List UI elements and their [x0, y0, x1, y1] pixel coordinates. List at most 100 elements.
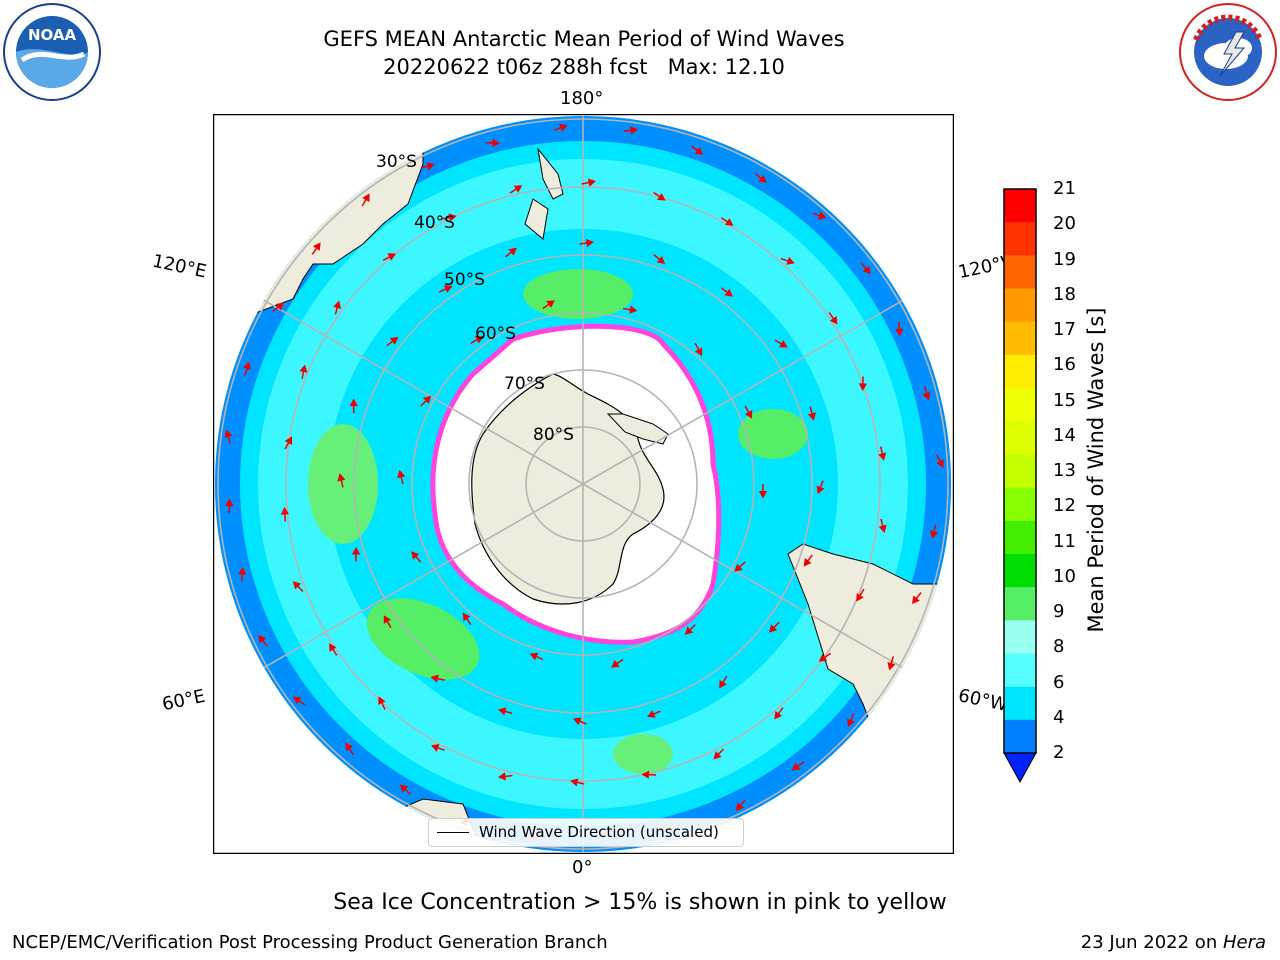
- wind-wave-arrowhead: [462, 612, 471, 622]
- wind-wave-arrowhead: [443, 285, 453, 293]
- longitude-label-0: 0°: [572, 857, 593, 878]
- colorbar-segment: [1004, 288, 1036, 323]
- wind-wave-arrowhead: [929, 530, 939, 539]
- colorbar-segment: [1004, 520, 1036, 555]
- colorbar-label: Mean Period of Wind Waves [s]: [1084, 307, 1108, 633]
- wind-wave-arrowhead: [713, 751, 722, 760]
- wind-wave-arrowhead: [497, 707, 507, 716]
- colorbar-tick-label: 21: [1053, 178, 1076, 199]
- sea-ice-note: Sea Ice Concentration > 15% is shown in …: [333, 890, 947, 915]
- wind-wave-arrowhead: [719, 680, 727, 689]
- colorbar-segment: [1004, 222, 1036, 256]
- wind-wave-arrowhead: [807, 412, 816, 421]
- footer-date: 23 Jun 2022 on Hera: [1080, 932, 1266, 953]
- wind-wave-arrowhead: [280, 506, 289, 515]
- wind-wave-arrowhead: [349, 398, 358, 407]
- colorbar-tick-label: 19: [1053, 248, 1076, 270]
- wind-wave-arrowhead: [724, 218, 734, 226]
- wind-wave-arrowhead: [847, 718, 855, 728]
- wind-wave-arrowhead: [878, 452, 887, 461]
- wind-wave-arrowhead: [362, 193, 370, 202]
- meridian-lines: [215, 116, 951, 852]
- colorbar-segment: [1004, 454, 1036, 489]
- colorbar-segment: [1004, 719, 1036, 754]
- colorbar-tick-label: 17: [1053, 319, 1076, 340]
- wind-wave-arrowhead: [829, 315, 838, 325]
- wind-wave-arrowhead: [292, 696, 302, 705]
- wind-wave-arrowhead: [399, 784, 409, 793]
- wind-wave-arrowhead: [744, 410, 753, 419]
- wave-period-patch: [308, 424, 378, 544]
- wind-wave-arrowhead: [758, 490, 768, 499]
- wind-wave-arrowhead: [492, 138, 501, 148]
- colorbar-segment: [1004, 255, 1036, 290]
- wind-wave-arrowhead: [735, 802, 744, 812]
- wind-wave-arrowhead: [862, 265, 871, 275]
- wind-wave-arrowhead: [816, 485, 825, 495]
- colorbar-segment: [1004, 189, 1036, 223]
- wind-wave-arrowhead: [243, 361, 251, 370]
- colorbar-tick-label: 8: [1053, 636, 1065, 658]
- wind-wave-arrowhead: [779, 340, 788, 348]
- longitude-label-120e: 120°E: [150, 250, 209, 283]
- colorbar-segment: [1004, 388, 1036, 422]
- colorbar-tick-label: 16: [1053, 354, 1076, 376]
- wind-wave-arrowhead: [411, 551, 420, 560]
- wind-wave-arrowhead: [734, 563, 743, 572]
- wind-wave-arrowhead: [878, 524, 887, 534]
- wind-wave-arrowhead: [611, 659, 620, 668]
- nws-logo: [1179, 3, 1277, 101]
- wind-wave-arrowhead: [333, 300, 342, 309]
- wind-wave-arrowhead: [585, 238, 595, 248]
- colorbar-tick-label: 12: [1053, 495, 1076, 517]
- wind-wave-arrowhead: [856, 593, 864, 602]
- wind-wave-arrowhead: [383, 615, 392, 624]
- wind-wave-arrowhead: [513, 185, 523, 193]
- wind-wave-arrowhead: [684, 626, 694, 635]
- colorbar-segment: [1004, 487, 1036, 522]
- wind-wave-arrowhead: [887, 662, 896, 671]
- wave-period-patch: [523, 269, 633, 319]
- colorbar-tick-label: 10: [1053, 565, 1076, 587]
- wind-wave-arrowhead: [329, 643, 337, 652]
- wind-wave-arrowhead: [803, 558, 812, 567]
- legend-label: Wind Wave Direction (unscaled): [479, 823, 719, 841]
- wind-wave-arrowhead: [629, 126, 639, 135]
- footer-producer: NCEP/EMC/Verification Post Processing Pr…: [12, 932, 608, 953]
- wind-wave-arrowhead: [378, 696, 386, 705]
- colorbar-tick-label: 4: [1053, 706, 1065, 728]
- wind-wave-arrowhead: [641, 770, 650, 779]
- wave-period-patch: [738, 409, 808, 459]
- wind-wave-arrowhead: [817, 211, 827, 220]
- latitude-label: 50°S: [444, 270, 485, 290]
- wind-wave-arrowhead: [858, 383, 867, 391]
- wind-wave-arrowhead: [426, 162, 435, 171]
- wind-wave-arrowhead: [529, 652, 539, 661]
- new-zealand-landmass: [524, 147, 564, 240]
- wind-wave-arrowhead: [768, 624, 778, 633]
- wind-wave-arrowhead: [258, 634, 267, 644]
- wind-wave-arrowhead: [299, 364, 308, 373]
- wind-wave-arrowhead: [422, 395, 432, 404]
- wind-wave-arrowhead: [629, 305, 638, 314]
- wind-wave-arrowhead: [397, 469, 406, 479]
- svg-text:NOAA: NOAA: [28, 26, 77, 44]
- colorbar-segment: [1004, 421, 1036, 455]
- wind-wave-arrowhead: [546, 300, 555, 308]
- colorbar-segment: [1004, 553, 1036, 588]
- colorbar-tick-label: 6: [1053, 671, 1065, 693]
- colorbar-tick-label: 13: [1053, 460, 1076, 481]
- colorbar-tick-label: 9: [1053, 601, 1065, 622]
- wind-wave-arrowhead: [791, 762, 801, 771]
- wind-wave-arrowhead: [656, 255, 666, 264]
- wind-wave-arrowhead: [508, 247, 517, 256]
- latitude-label: 80°S: [533, 425, 574, 445]
- wind-wave-arrowhead: [312, 242, 321, 251]
- longitude-label-60e: 60°E: [160, 685, 207, 716]
- wind-wave-arrowhead: [911, 595, 920, 605]
- colorbar-segment: [1004, 620, 1036, 654]
- wind-wave-arrowhead: [430, 743, 440, 752]
- wind-wave-arrowhead: [387, 253, 397, 261]
- wind-wave-arrowhead: [224, 429, 233, 438]
- polar-map: [213, 114, 954, 854]
